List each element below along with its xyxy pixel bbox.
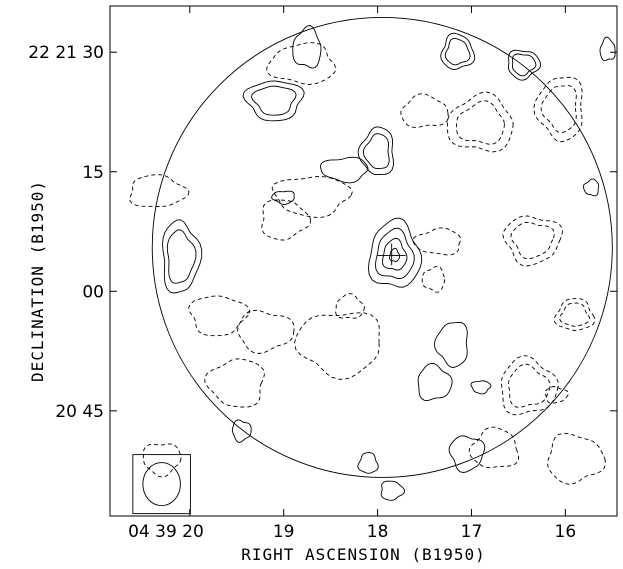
- negative-contour: [412, 227, 462, 256]
- positive-contour: [357, 452, 379, 474]
- beam-ellipse: [142, 462, 181, 507]
- y-tick-labels: 22 21 30 15 00 20 45: [28, 43, 104, 422]
- positive-contour: [599, 36, 616, 62]
- positive-contour: [231, 419, 252, 443]
- positive-contour: [166, 229, 197, 284]
- negative-contour: [544, 386, 569, 404]
- positive-contour: [470, 380, 492, 395]
- negative-contour: [508, 363, 551, 408]
- source-position-marker: [377, 243, 406, 266]
- negative-contour: [400, 93, 449, 128]
- positive-contour: [417, 362, 453, 401]
- contour-layer: [129, 25, 616, 501]
- synthesized-beam-box: [132, 454, 191, 515]
- positive-contour: [507, 49, 542, 81]
- positive-contour: [367, 217, 423, 288]
- positive-contour: [320, 156, 369, 184]
- positive-contour: [433, 321, 468, 368]
- positive-contour: [440, 32, 476, 71]
- negative-contour: [204, 358, 265, 408]
- negative-contour: [129, 174, 190, 207]
- negative-contour: [421, 265, 446, 293]
- negative-contour: [294, 312, 380, 380]
- x-tick-labels: 04 39 20 19 18 17 16: [128, 522, 576, 542]
- positive-contour: [251, 85, 297, 116]
- positive-contour: [374, 227, 415, 280]
- negative-contour: [188, 295, 251, 337]
- negative-contour: [500, 355, 559, 416]
- negative-contour: [540, 85, 577, 134]
- positive-contour: [357, 126, 394, 176]
- x-tick-label: 18: [367, 522, 389, 542]
- positive-contour: [242, 80, 305, 122]
- beam-box-frame: [132, 454, 191, 515]
- negative-contour: [559, 302, 590, 327]
- positive-contour: [582, 178, 600, 197]
- negative-contour: [261, 199, 312, 241]
- primary-beam-circle: [151, 16, 613, 478]
- positive-contour: [162, 219, 203, 294]
- positive-contour: [271, 190, 295, 205]
- x-tick-label: 04 39 20: [128, 522, 204, 542]
- axis-ticks: [110, 6, 617, 516]
- positive-contour: [362, 133, 390, 169]
- negative-contour: [335, 293, 365, 319]
- y-axis-title: DECLINATION (B1950): [28, 180, 47, 382]
- x-axis-title: RIGHT ASCENSION (B1950): [241, 545, 486, 564]
- positive-contour: [380, 480, 406, 501]
- negative-contour: [547, 432, 607, 485]
- plot-frame: [109, 5, 618, 517]
- positive-contour: [292, 25, 322, 69]
- y-tick-label: 15: [82, 163, 104, 183]
- positive-contour: [444, 37, 471, 66]
- positive-contour: [448, 435, 486, 473]
- y-tick-label: 22 21 30: [28, 43, 104, 63]
- negative-contour: [510, 221, 555, 260]
- positive-contour: [382, 237, 408, 271]
- negative-contour: [271, 176, 353, 219]
- negative-contour: [142, 443, 182, 478]
- negative-contour: [455, 100, 505, 145]
- negative-contour: [237, 309, 295, 354]
- negative-contour: [266, 42, 337, 85]
- x-tick-label: 16: [555, 522, 577, 542]
- positive-contour: [511, 53, 537, 77]
- x-tick-label: 19: [273, 522, 295, 542]
- y-tick-label: 20 45: [55, 402, 104, 422]
- negative-contour: [446, 91, 514, 153]
- negative-contour: [553, 298, 596, 331]
- positive-contour: [389, 247, 401, 262]
- negative-contour: [468, 426, 520, 469]
- y-tick-label: 00: [82, 282, 104, 302]
- x-tick-label: 17: [461, 522, 483, 542]
